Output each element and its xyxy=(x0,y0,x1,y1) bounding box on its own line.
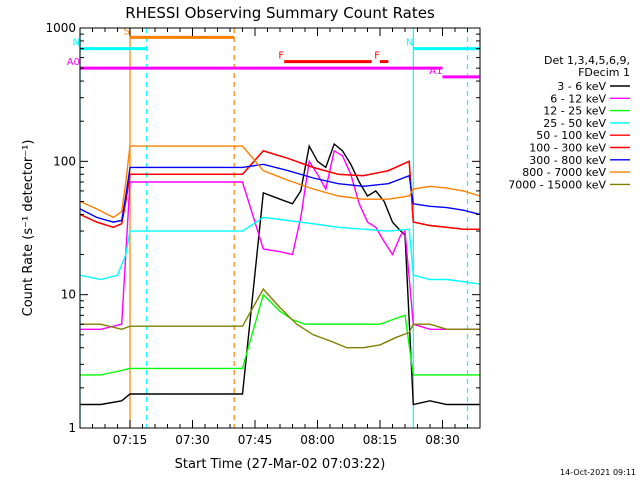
state-bar-label-6: A1 xyxy=(429,66,442,77)
series-line-6 xyxy=(79,163,481,223)
chart-title: RHESSI Observing Summary Count Rates xyxy=(125,4,435,22)
state-bar-label-0: S xyxy=(124,26,130,37)
x-tick-label-0: 07:15 xyxy=(113,433,148,447)
legend-label-5: 100 - 300 keV xyxy=(529,142,606,155)
series-line-8 xyxy=(80,287,480,349)
footer-timestamp: 14-Oct-2021 09:11 xyxy=(560,468,636,477)
state-bar-label-5: A0 xyxy=(67,57,80,68)
x-axis-label: Start Time (27-Mar-02 07:03:22) xyxy=(175,457,386,472)
y-tick-label-1: 10 xyxy=(61,288,76,302)
series-line-5 xyxy=(79,149,480,230)
legend-label-7: 800 - 7000 keV xyxy=(522,166,606,179)
legend-header-0: Det 1,3,4,5,6,9, xyxy=(544,54,630,67)
series-line-3 xyxy=(79,216,481,285)
y-axis-label: Count Rate (s⁻¹ detector⁻¹) xyxy=(21,140,36,317)
x-tick-label-3: 08:00 xyxy=(300,433,335,447)
y-tick-label-0: 1 xyxy=(68,421,76,435)
series-line-7 xyxy=(79,145,481,219)
legend-label-4: 50 - 100 keV xyxy=(536,129,606,142)
state-bar-label-2: N xyxy=(406,38,413,49)
x-tick-label-4: 08:15 xyxy=(363,433,398,447)
x-tick-label-5: 08:30 xyxy=(425,433,460,447)
series-line-4 xyxy=(79,149,480,230)
state-bar-label-4: F xyxy=(374,51,380,62)
series-line-1 xyxy=(80,149,480,330)
legend-header-1: FDecim 1 xyxy=(578,66,630,79)
y-tick-label-3: 1000 xyxy=(45,21,76,35)
plot-area: S N N F F A0 A1 1 10 100 1000 07:15 07:30 07:45 08:00 0… xyxy=(45,21,481,447)
x-tick-label-2: 07:45 xyxy=(238,433,273,447)
legend-label-2: 12 - 25 keV xyxy=(543,105,606,118)
state-bar-label-1: N xyxy=(73,38,80,49)
legend-label-1: 6 - 12 keV xyxy=(550,92,606,105)
state-bar-label-3: F xyxy=(278,51,284,62)
legend-label-0: 3 - 6 keV xyxy=(557,80,606,93)
series-line-0 xyxy=(80,142,480,406)
x-tick-label-1: 07:30 xyxy=(175,433,210,447)
legend-label-6: 300 - 800 keV xyxy=(529,154,606,167)
series-line-2 xyxy=(80,293,480,376)
legend-label-8: 7000 - 15000 keV xyxy=(508,178,606,191)
legend-label-3: 25 - 50 keV xyxy=(543,117,606,130)
y-tick-label-2: 100 xyxy=(53,154,76,168)
